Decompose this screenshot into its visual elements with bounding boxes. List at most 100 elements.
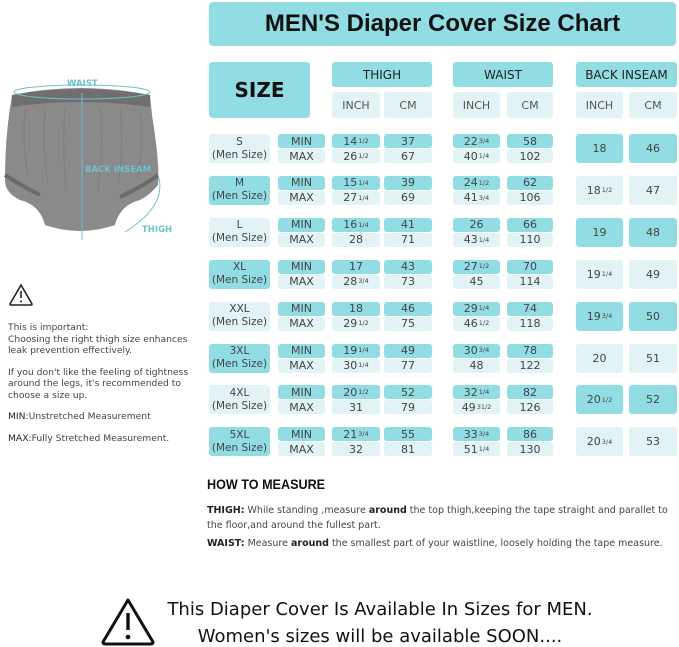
size-subtitle: (Men Size)	[211, 441, 268, 454]
thigh-min-cm: 46	[384, 301, 432, 316]
min-label: MIN:	[8, 411, 29, 422]
thigh-max-cm: 79	[384, 400, 432, 415]
waist-min-cm: 70	[507, 259, 553, 274]
inseam-cm-header: CM	[629, 92, 677, 118]
thigh-min-inch: 20 1/2	[332, 385, 380, 400]
inseam-inch: 19 1/4	[576, 259, 623, 289]
waist-text-2: the smallest part of your waistline, loo…	[328, 538, 663, 549]
size-cell-xxl: XXL (Men Size)	[209, 301, 270, 331]
thigh-max-inch: 31	[332, 400, 380, 415]
waist-min-inch: 32 1/4	[453, 385, 500, 400]
thigh-instruction: THIGH: While standing ,measure around th…	[207, 503, 677, 533]
size-name: M	[234, 177, 245, 190]
waist-max-inch: 40 1/4	[453, 149, 500, 163]
thigh-max-cm: 81	[384, 442, 432, 457]
how-to-measure-heading: HOW TO MEASURE	[207, 476, 326, 492]
min-label: MIN	[278, 301, 325, 316]
inseam-cm: 53	[629, 427, 677, 457]
thigh-min-inch: 19 1/4	[332, 343, 380, 358]
size-name: 5XL	[229, 428, 250, 441]
max-label: MAX	[278, 316, 325, 331]
thigh-min-inch: 16 1/4	[332, 217, 380, 232]
thigh-min-inch: 21 3/4	[332, 427, 380, 442]
min-label: MIN	[278, 259, 325, 274]
size-subtitle: (Men Size)	[211, 316, 268, 329]
waist-max-inch: 48	[453, 358, 500, 373]
inseam-cm: 52	[629, 385, 677, 415]
waist-min-cm: 66	[507, 217, 553, 232]
inseam-inch: 19 3/4	[576, 301, 623, 331]
thigh-max-inch: 26 1/2	[332, 149, 380, 163]
inseam-inch: 19	[576, 217, 623, 247]
thigh-max-cm: 67	[384, 149, 432, 163]
waist-max-inch: 49 31/2	[453, 400, 500, 415]
thigh-max-cm: 75	[384, 316, 432, 331]
min-label: MIN	[278, 385, 325, 400]
availability-notice: This Diaper Cover Is Available In Sizes …	[150, 596, 610, 647]
waist-image-label: WAIST	[67, 79, 98, 89]
inseam-cm: 49	[629, 259, 677, 289]
thigh-min-cm: 41	[384, 217, 432, 232]
max-label: MAX:	[8, 432, 32, 444]
chart-title: MEN'S Diaper Cover Size Chart	[209, 2, 676, 46]
thigh-header: THIGH	[332, 62, 432, 87]
waist-max-cm: 110	[507, 232, 553, 247]
size-name: S	[236, 135, 243, 148]
thigh-min-inch: 17	[332, 259, 380, 274]
important-body: Choosing the right thigh size enhances l…	[8, 333, 188, 357]
size-cell-s: S (Men Size)	[209, 134, 270, 163]
waist-max-inch: 43 1/4	[453, 232, 500, 247]
size-header: SIZE	[209, 62, 310, 118]
thigh-text-2: the top thigh,keeping the tape straight …	[207, 505, 668, 531]
waist-min-cm: 62	[507, 175, 553, 190]
min-label: MIN	[278, 427, 325, 442]
tightness-note: If you don't like the feeling of tightne…	[8, 366, 189, 401]
thigh-min-inch: 18	[332, 301, 380, 316]
thigh-max-inch: 28 3/4	[332, 274, 380, 289]
waist-max-inch: 51 1/4	[453, 442, 500, 457]
max-definition: Fully Stretched Measurement.	[31, 432, 170, 444]
thigh-max-cm: 77	[384, 358, 432, 373]
waist-cm-header: CM	[507, 92, 553, 118]
thigh-min-cm: 43	[384, 259, 432, 274]
min-definition: Unstretched Measurement	[28, 411, 151, 422]
max-label: MAX	[278, 358, 325, 373]
inseam-inch: 20 1/2	[576, 385, 623, 415]
waist-min-inch: 22 3/4	[453, 134, 500, 148]
thigh-max-inch: 28	[332, 232, 380, 247]
thigh-max-inch: 30 1/4	[332, 358, 380, 373]
thigh-min-cm: 39	[384, 175, 432, 190]
diaper-cover-image	[3, 84, 161, 240]
thigh-max-inch: 29 1/2	[332, 316, 380, 331]
inseam-cm: 47	[629, 175, 677, 205]
waist-max-cm: 102	[507, 149, 553, 163]
waist-max-cm: 118	[507, 316, 553, 331]
waist-min-inch: 29 1/4	[453, 301, 500, 316]
size-subtitle: (Men Size)	[211, 190, 268, 203]
size-subtitle: (Men Size)	[211, 148, 268, 161]
max-label: MAX	[278, 400, 325, 415]
size-cell-m: M (Men Size)	[209, 175, 270, 205]
waist-max-cm: 106	[507, 190, 553, 205]
warning-icon	[101, 598, 155, 646]
inseam-inch: 18	[576, 134, 623, 163]
size-cell-l: L (Men Size)	[209, 217, 270, 247]
waist-min-inch: 27 1/2	[453, 259, 500, 274]
size-name: XL	[232, 261, 247, 274]
thigh-instruction-label: THIGH:	[207, 505, 245, 516]
thigh-max-cm: 71	[384, 232, 432, 247]
waist-max-cm: 114	[507, 274, 553, 289]
thigh-min-inch: 14 1/2	[332, 134, 380, 148]
max-label: MAX	[278, 274, 325, 289]
min-label: MIN	[278, 175, 325, 190]
measure-instructions: THIGH: While standing ,measure around th…	[207, 503, 677, 552]
waist-min-inch: 24 1/2	[453, 175, 500, 190]
waist-max-inch: 46 1/2	[453, 316, 500, 331]
max-label: MAX	[278, 442, 325, 457]
size-cell-4xl: 4XL (Men Size)	[209, 385, 270, 415]
thigh-min-cm: 52	[384, 385, 432, 400]
waist-max-inch: 41 3/4	[453, 190, 500, 205]
min-label: MIN	[278, 134, 325, 148]
waist-min-cm: 74	[507, 301, 553, 316]
